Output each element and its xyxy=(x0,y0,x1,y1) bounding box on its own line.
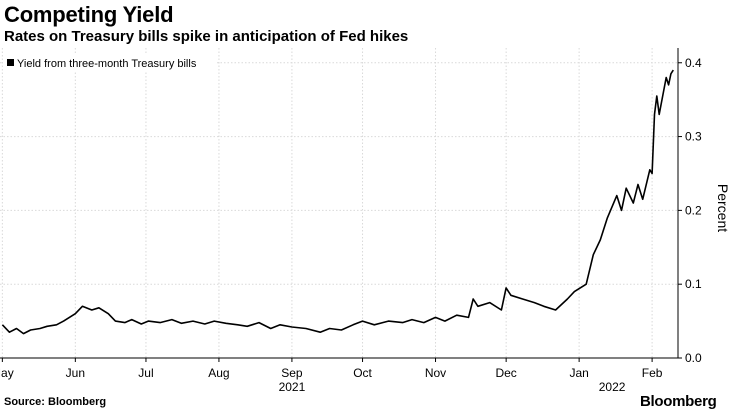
y-axis-label: Percent xyxy=(715,184,731,232)
gridlines xyxy=(0,48,678,358)
y-tick-label: 0.2 xyxy=(685,203,702,217)
y-tick-label: 0.4 xyxy=(685,56,702,70)
x-tick-label: Jan xyxy=(569,366,588,380)
legend-label: Yield from three-month Treasury bills xyxy=(17,58,197,70)
series-line xyxy=(1,69,674,335)
x-tick-label: Aug xyxy=(208,366,229,380)
x-tick-label: Jun xyxy=(66,366,85,380)
brand-logo: Bloomberg xyxy=(640,393,717,410)
chart-title: Competing Yield xyxy=(4,2,174,27)
y-tick-label: 0.1 xyxy=(685,277,702,291)
x-tick-label: Jul xyxy=(138,366,153,380)
legend-swatch xyxy=(7,59,14,66)
x-year-label: 2022 xyxy=(599,380,626,394)
series-layer xyxy=(1,69,674,335)
y-tick-label: 0.3 xyxy=(685,130,702,144)
chart-subtitle: Rates on Treasury bills spike in anticip… xyxy=(4,28,409,45)
x-year-label: 2021 xyxy=(279,380,306,394)
x-tick-label: May xyxy=(0,366,14,380)
legend: Yield from three-month Treasury bills xyxy=(3,54,217,72)
x-tick-label: Dec xyxy=(495,366,516,380)
axes: 0.0 0.1 0.2 0.3 0.4 May Jun Jul Aug Sep Oct Nov Dec J… xyxy=(0,48,702,394)
x-tick-label: Nov xyxy=(425,366,446,380)
x-tick-label: Oct xyxy=(353,366,372,380)
y-tick-label: 0.0 xyxy=(685,351,702,365)
source-note: Source: Bloomberg xyxy=(4,396,107,408)
legend-box xyxy=(3,54,217,72)
x-tick-label: Feb xyxy=(642,366,663,380)
x-tick-label: Sep xyxy=(281,366,303,380)
